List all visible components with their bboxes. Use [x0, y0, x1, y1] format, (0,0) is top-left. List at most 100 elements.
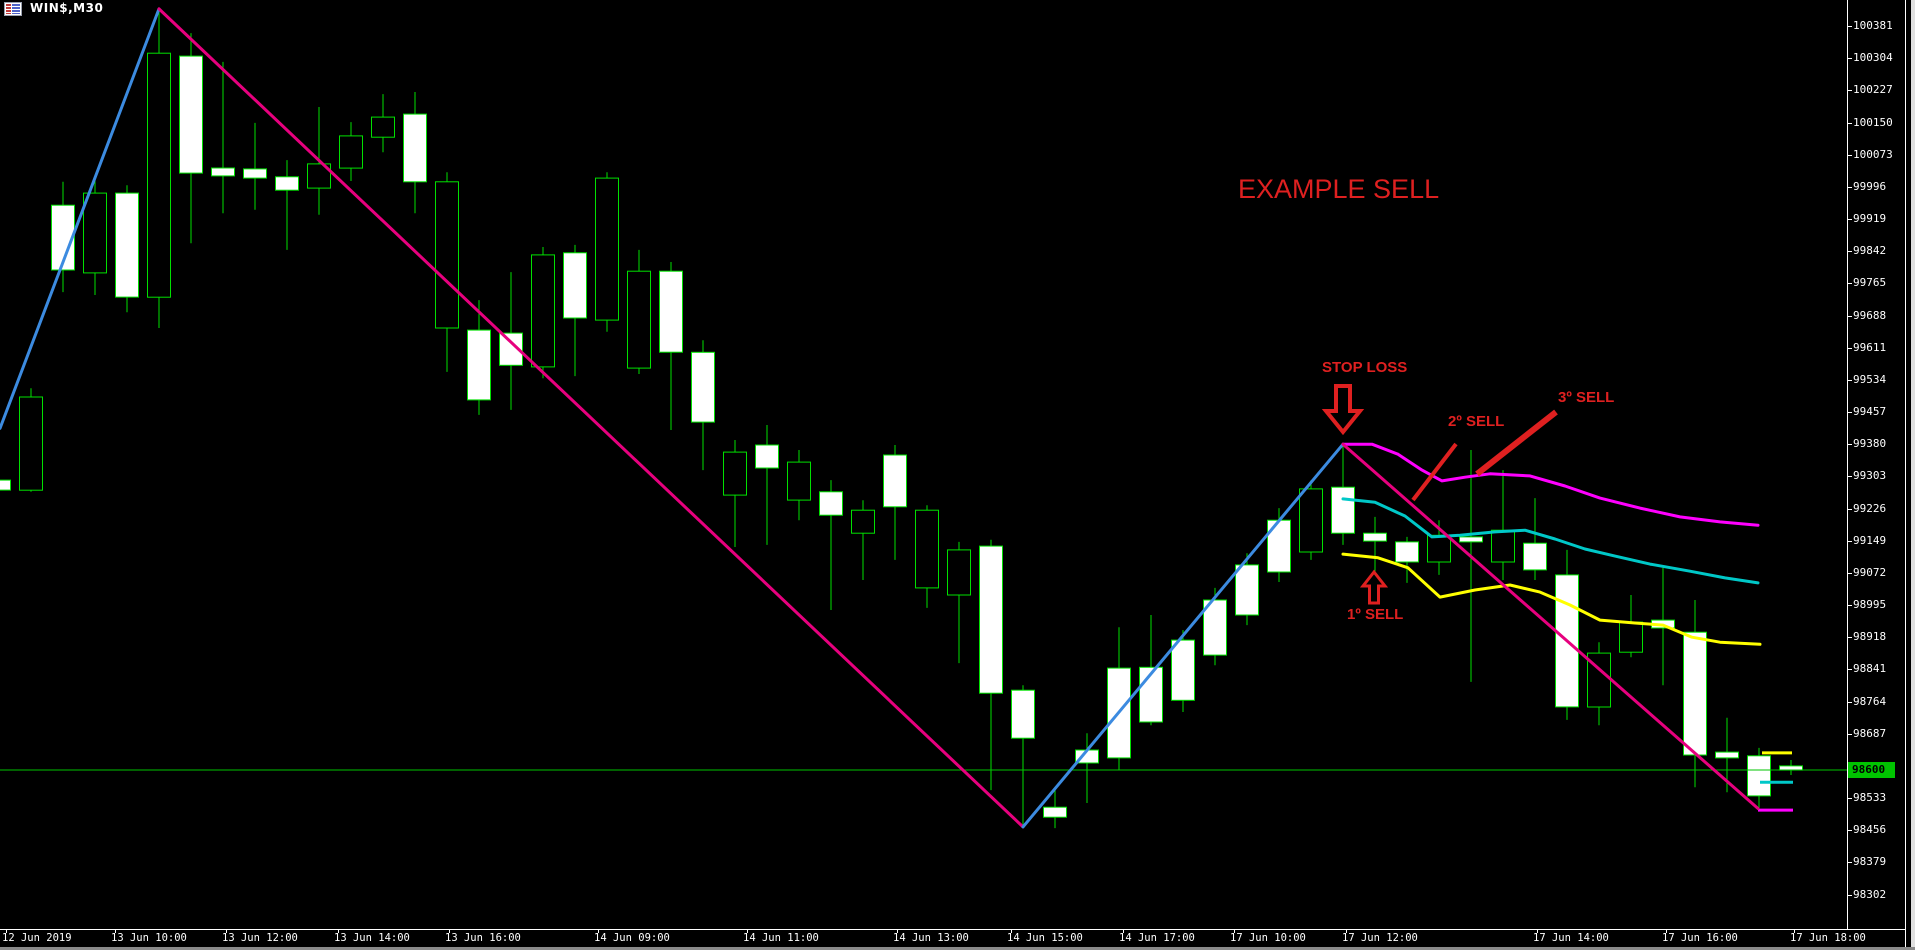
candlestick: [819, 491, 843, 516]
ma-fast-yellow: [1341, 552, 1762, 646]
price-axis-label: 99765: [1853, 276, 1887, 289]
price-tick: [1847, 509, 1852, 510]
price-tick: [1847, 798, 1852, 799]
price-tick: [1847, 444, 1852, 445]
time-axis-separator: [0, 929, 1906, 930]
third-sell-label: 3º SELL: [1558, 389, 1615, 406]
candlestick: [243, 168, 267, 179]
candlestick: [851, 509, 875, 534]
time-axis-label: 12 Jun 2019: [2, 932, 72, 944]
sell-pointer-line: [1411, 442, 1458, 502]
price-tick: [1847, 669, 1852, 670]
candlestick: [1747, 755, 1771, 797]
candlestick: [627, 270, 651, 369]
candlestick: [467, 329, 491, 401]
zigzag-segment: [0, 7, 161, 430]
price-axis-label: 100227: [1853, 83, 1893, 96]
candlestick: [1363, 532, 1387, 542]
candlestick: [275, 176, 299, 191]
second-sell-label: 2º SELL: [1448, 413, 1505, 430]
price-tick: [1847, 219, 1852, 220]
window-right-edge: [1911, 0, 1915, 950]
candlestick: [147, 52, 171, 298]
price-tick: [1847, 862, 1852, 863]
candlestick: [1331, 486, 1355, 534]
price-axis-label: 99611: [1853, 341, 1887, 354]
candlestick: [1299, 488, 1323, 553]
candlestick: [51, 204, 75, 271]
window-right-border: [1905, 0, 1906, 950]
candlestick: [947, 549, 971, 596]
stop-loss-arrow-icon: [1321, 384, 1365, 436]
candlestick: [403, 113, 427, 183]
candlestick: [1459, 536, 1483, 543]
candlestick: [1523, 542, 1547, 571]
time-axis-label: 14 Jun 13:00: [893, 932, 969, 944]
price-axis-label: 98687: [1853, 727, 1887, 740]
price-axis-label: 99534: [1853, 373, 1887, 386]
candlestick: [1395, 541, 1419, 563]
price-axis-label: 99149: [1853, 534, 1887, 547]
candlestick: [179, 55, 203, 174]
first-sell-label: 1º SELL: [1347, 606, 1404, 623]
candlestick: [595, 177, 619, 321]
candlestick: [979, 545, 1003, 694]
time-tick: [1123, 929, 1124, 933]
price-axis-separator: [1847, 0, 1848, 929]
price-tick: [1847, 895, 1852, 896]
zigzag-segment: [1341, 442, 1760, 810]
price-tick: [1847, 90, 1852, 91]
time-tick: [449, 929, 450, 933]
time-tick: [598, 929, 599, 933]
candlestick: [1715, 751, 1739, 759]
time-tick: [897, 929, 898, 933]
current-price-tag: 98600: [1848, 762, 1895, 778]
candlestick: [1427, 534, 1451, 563]
price-axis-label: 99072: [1853, 566, 1887, 579]
price-tick: [1847, 26, 1852, 27]
candlestick: [499, 332, 523, 366]
candlestick: [1235, 564, 1259, 616]
price-tick: [1847, 251, 1852, 252]
price-axis-label: 98302: [1853, 888, 1887, 901]
price-tick: [1847, 541, 1852, 542]
candlestick: [659, 270, 683, 353]
time-tick: [1794, 929, 1795, 933]
candlestick: [1267, 519, 1291, 573]
candlestick: [531, 254, 555, 368]
candlestick: [1203, 599, 1227, 656]
price-axis-label: 98918: [1853, 630, 1887, 643]
candlestick: [1171, 639, 1195, 701]
time-tick: [1666, 929, 1667, 933]
candlestick: [787, 461, 811, 501]
candlestick: [1619, 621, 1643, 653]
time-tick: [338, 929, 339, 933]
price-tick: [1847, 348, 1852, 349]
time-axis-label: 13 Jun 10:00: [111, 932, 187, 944]
time-axis-label: 14 Jun 15:00: [1007, 932, 1083, 944]
price-tick: [1847, 283, 1852, 284]
price-tick: [1847, 123, 1852, 124]
time-axis-label: 14 Jun 09:00: [594, 932, 670, 944]
candlestick: [915, 509, 939, 589]
price-axis-label: 99457: [1853, 405, 1887, 418]
time-axis-label: 14 Jun 17:00: [1119, 932, 1195, 944]
price-axis-label: 100381: [1853, 19, 1893, 32]
candlestick: [211, 167, 235, 177]
symbol-timeframe-title: WIN$,M30: [30, 1, 104, 15]
time-tick: [747, 929, 748, 933]
price-axis-label: 99303: [1853, 469, 1887, 482]
price-axis-label: 99996: [1853, 180, 1887, 193]
candlestick: [1011, 689, 1035, 739]
price-axis-label: 100150: [1853, 116, 1893, 129]
sell-pointer-line: [1475, 409, 1558, 477]
candlestick: [0, 479, 11, 491]
sell-entry-arrow-icon: [1359, 569, 1389, 605]
time-axis-label: 17 Jun 12:00: [1342, 932, 1418, 944]
price-axis-label: 99842: [1853, 244, 1887, 257]
price-axis-label: 99380: [1853, 437, 1887, 450]
price-tick: [1847, 187, 1852, 188]
candlestick: [691, 351, 715, 423]
